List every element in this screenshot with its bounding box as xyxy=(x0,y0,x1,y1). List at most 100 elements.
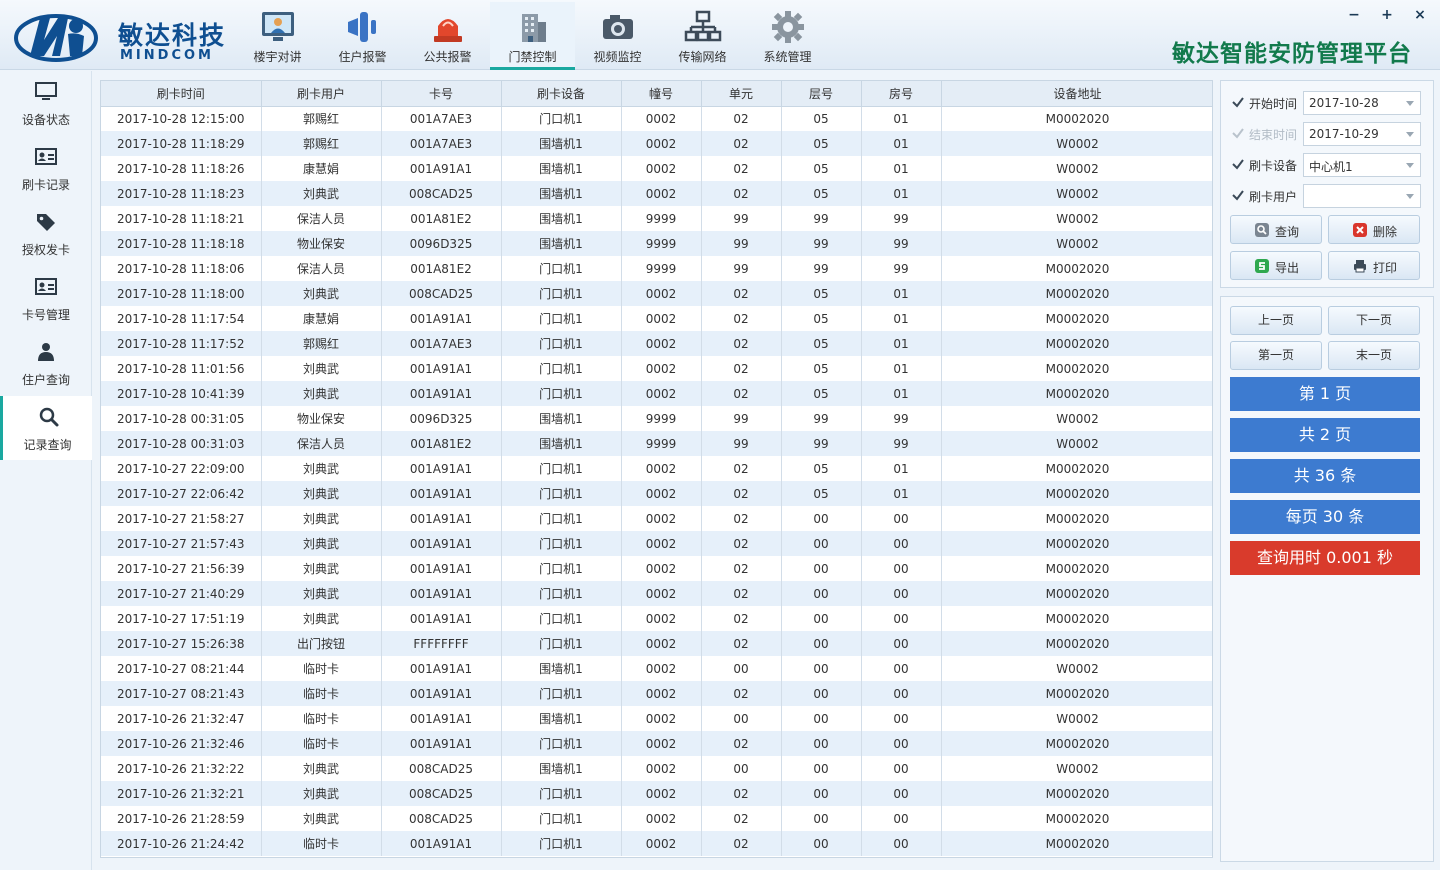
table-cell: 刘典武 xyxy=(261,781,382,806)
table-cell: 郭赐红 xyxy=(261,131,382,156)
sidebar-item-card-records[interactable]: 刷卡记录 xyxy=(0,136,92,200)
table-row[interactable]: 2017-10-28 11:18:06 保洁人员 001A81E2 门口机1 9999 9… xyxy=(101,256,1212,281)
nav-tab-public-alarm[interactable]: 公共报警 xyxy=(405,2,490,70)
end-date-picker[interactable]: 2017-10-29 xyxy=(1303,122,1421,146)
sidebar-item-authorize[interactable]: 授权发卡 xyxy=(0,201,92,265)
table-row[interactable]: 2017-10-28 11:01:56 刘典武 001A91A1 门口机1 0002 02… xyxy=(101,356,1212,381)
table-row[interactable]: 2017-10-28 11:18:00 刘典武 008CAD25 门口机1 0002 02… xyxy=(101,281,1212,306)
table-cell: 008CAD25 xyxy=(381,181,502,206)
checkbox-checked-icon[interactable] xyxy=(1231,95,1245,109)
table-cell: 9999 xyxy=(621,206,702,231)
column-header[interactable]: 层号 xyxy=(781,81,862,107)
table-row[interactable]: 2017-10-28 11:18:29 郭赐红 001A7AE3 围墙机1 0002 02… xyxy=(101,131,1212,156)
delete-button[interactable]: 删除 xyxy=(1328,215,1420,244)
print-button[interactable]: 打印 xyxy=(1328,251,1420,280)
table-row[interactable]: 2017-10-28 10:41:39 刘典武 001A91A1 门口机1 0002 02… xyxy=(101,381,1212,406)
table-row[interactable]: 2017-10-26 21:32:47 临时卡 001A91A1 围墙机1 0002 00… xyxy=(101,706,1212,731)
checkbox-checked-icon[interactable] xyxy=(1231,188,1245,202)
maximize-button[interactable]: + xyxy=(1381,7,1393,23)
table-cell: 00 xyxy=(861,806,942,831)
sidebar-item-label: 住户查询 xyxy=(21,373,70,387)
checkbox-checked-icon[interactable] xyxy=(1231,126,1245,140)
column-header[interactable]: 卡号 xyxy=(381,81,502,107)
table-row[interactable]: 2017-10-28 11:18:26 康慧娟 001A91A1 围墙机1 0002 02… xyxy=(101,156,1212,181)
table-row[interactable]: 2017-10-26 21:28:59 刘典武 008CAD25 门口机1 0002 02… xyxy=(101,806,1212,831)
column-header[interactable]: 刷卡时间 xyxy=(101,81,262,107)
column-header[interactable]: 刷卡设备 xyxy=(501,81,622,107)
table-row[interactable]: 2017-10-27 17:51:19 刘典武 001A91A1 门口机1 0002 02… xyxy=(101,606,1212,631)
table-cell: 2017-10-28 11:18:06 xyxy=(101,256,262,281)
table-cell: 门口机1 xyxy=(501,306,622,331)
table-row[interactable]: 2017-10-27 21:56:39 刘典武 001A91A1 门口机1 0002 02… xyxy=(101,556,1212,581)
table-cell: 00 xyxy=(781,806,862,831)
table-row[interactable]: 2017-10-27 21:40:29 刘典武 001A91A1 门口机1 0002 02… xyxy=(101,581,1212,606)
nav-tab-network[interactable]: 传输网络 xyxy=(660,2,745,70)
table-cell: M0002020 xyxy=(941,281,1212,306)
nav-tab-resident-alarm[interactable]: 住户报警 xyxy=(320,2,405,70)
user-select[interactable] xyxy=(1303,184,1421,208)
table-row[interactable]: 2017-10-27 21:58:27 刘典武 001A91A1 门口机1 0002 02… xyxy=(101,506,1212,531)
table-row[interactable]: 2017-10-28 11:18:18 物业保安 0096D325 围墙机1 9999 9… xyxy=(101,231,1212,256)
print-label: 打印 xyxy=(1373,261,1398,275)
table-cell: 2017-10-26 21:32:22 xyxy=(101,756,262,781)
table-cell: 0002 xyxy=(621,281,702,306)
table-row[interactable]: 2017-10-26 21:32:46 临时卡 001A91A1 门口机1 0002 02… xyxy=(101,731,1212,756)
column-header[interactable]: 设备地址 xyxy=(941,81,1212,107)
table-row[interactable]: 2017-10-28 11:18:21 保洁人员 001A81E2 围墙机1 9999 9… xyxy=(101,206,1212,231)
table-row[interactable]: 2017-10-26 21:24:42 临时卡 001A91A1 门口机1 0002 02… xyxy=(101,831,1212,856)
table-row[interactable]: 2017-10-27 22:09:00 刘典武 001A91A1 门口机1 0002 02… xyxy=(101,456,1212,481)
table-row[interactable]: 2017-10-28 11:17:54 康慧娟 001A91A1 门口机1 0002 02… xyxy=(101,306,1212,331)
filter-start-time: 开始时间 2017-10-28 xyxy=(1231,91,1431,115)
table-cell: 门口机1 xyxy=(501,556,622,581)
sidebar-item-device-status[interactable]: 设备状态 xyxy=(0,71,92,135)
start-date-picker[interactable]: 2017-10-28 xyxy=(1303,91,1421,115)
sidebar-item-resident-search[interactable]: 住户查询 xyxy=(0,331,92,395)
table-row[interactable]: 2017-10-28 11:18:23 刘典武 008CAD25 围墙机1 0002 02… xyxy=(101,181,1212,206)
table-row[interactable]: 2017-10-26 21:32:22 刘典武 008CAD25 围墙机1 0002 00… xyxy=(101,756,1212,781)
table-row[interactable]: 2017-10-27 08:21:43 临时卡 001A91A1 门口机1 0002 02… xyxy=(101,681,1212,706)
table-row[interactable]: 2017-10-28 12:15:00 郭赐红 001A7AE3 门口机1 0002 02… xyxy=(101,106,1212,131)
nav-tab-system[interactable]: 系统管理 xyxy=(745,2,830,70)
table-row[interactable]: 2017-10-28 11:17:52 郭赐红 001A7AE3 门口机1 0002 02… xyxy=(101,331,1212,356)
minimize-button[interactable]: − xyxy=(1348,7,1360,23)
column-header[interactable]: 单元 xyxy=(701,81,782,107)
last-page-button[interactable]: 末一页 xyxy=(1328,341,1420,370)
nav-label: 公共报警 xyxy=(423,50,472,64)
table-row[interactable]: 2017-10-27 15:26:38 出门按钮 FFFFFFFF 门口机1 0002 0… xyxy=(101,631,1212,656)
table-row[interactable]: 2017-10-27 22:06:42 刘典武 001A91A1 门口机1 0002 02… xyxy=(101,481,1212,506)
table-cell: 物业保安 xyxy=(261,406,382,431)
table-cell: 00 xyxy=(781,656,862,681)
end-date-value: 2017-10-29 xyxy=(1309,127,1379,141)
chevron-down-icon xyxy=(1406,132,1414,137)
table-row[interactable]: 2017-10-28 00:31:05 物业保安 0096D325 围墙机1 9999 9… xyxy=(101,406,1212,431)
next-page-button[interactable]: 下一页 xyxy=(1328,306,1420,335)
prev-page-button[interactable]: 上一页 xyxy=(1230,306,1322,335)
tag-icon xyxy=(37,214,55,231)
table-row[interactable]: 2017-10-26 21:32:21 刘典武 008CAD25 门口机1 0002 02… xyxy=(101,781,1212,806)
table-cell: M0002020 xyxy=(941,381,1212,406)
column-header[interactable]: 房号 xyxy=(861,81,942,107)
table-cell: 008CAD25 xyxy=(381,781,502,806)
checkbox-checked-icon[interactable] xyxy=(1231,157,1245,171)
table-cell: 门口机1 xyxy=(501,781,622,806)
table-row[interactable]: 2017-10-27 08:21:44 临时卡 001A91A1 围墙机1 0002 00… xyxy=(101,656,1212,681)
nav-tab-access-control[interactable]: 门禁控制 xyxy=(490,2,575,70)
table-cell: 围墙机1 xyxy=(501,406,622,431)
nav-tab-video[interactable]: 视频监控 xyxy=(575,2,660,70)
table-row[interactable]: 2017-10-28 00:31:03 保洁人员 001A81E2 围墙机1 9999 9… xyxy=(101,431,1212,456)
sidebar-item-card-manage[interactable]: 卡号管理 xyxy=(0,266,92,330)
close-button[interactable]: × xyxy=(1414,7,1426,23)
column-header[interactable]: 刷卡用户 xyxy=(261,81,382,107)
export-button[interactable]: 导出 xyxy=(1230,251,1322,280)
table-cell: 刘典武 xyxy=(261,356,382,381)
first-page-button[interactable]: 第一页 xyxy=(1230,341,1322,370)
query-button[interactable]: 查询 xyxy=(1230,215,1322,244)
sidebar-item-record-search[interactable]: 记录查询 xyxy=(0,396,92,460)
table-row[interactable]: 2017-10-27 21:57:43 刘典武 001A91A1 门口机1 0002 02… xyxy=(101,531,1212,556)
nav-tab-intercom[interactable]: 楼宇对讲 xyxy=(235,2,320,70)
chevron-down-icon xyxy=(1406,163,1414,168)
device-select[interactable]: 中心机1 xyxy=(1303,153,1421,177)
table-cell: 02 xyxy=(701,556,782,581)
table-header-row: 刷卡时间 刷卡用户 卡号 刷卡设备 幢号 单元 层号 房号 设备地址 xyxy=(101,81,1212,107)
column-header[interactable]: 幢号 xyxy=(621,81,702,107)
